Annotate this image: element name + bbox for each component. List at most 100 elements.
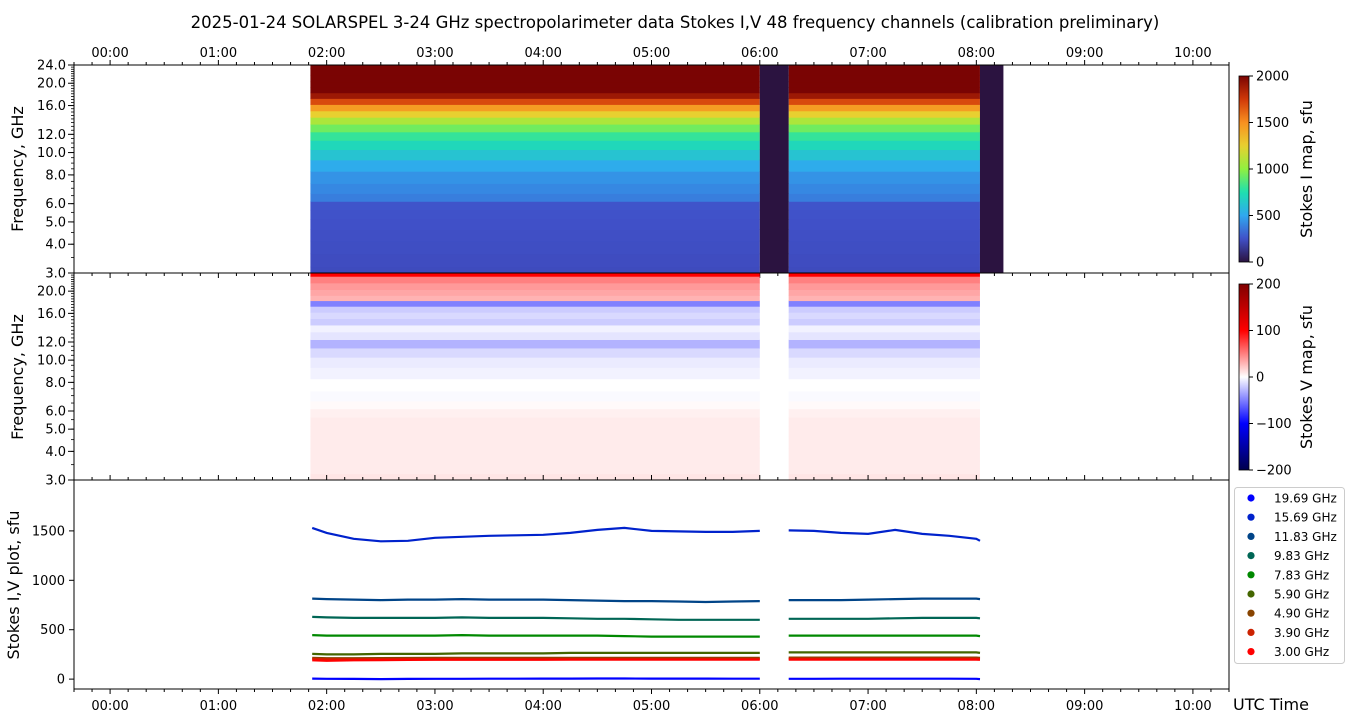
colorbar-tick-label: −200 bbox=[1256, 464, 1292, 479]
stokes-iv-ylabel: Stokes I,V plot, sfu bbox=[4, 511, 23, 660]
legend-marker bbox=[1247, 494, 1255, 502]
colorbar-gradient bbox=[1238, 283, 1250, 471]
heatmap-cell bbox=[310, 68, 760, 76]
x-tick-label: 06:00 bbox=[741, 699, 778, 714]
series-line-11-83-ghz bbox=[312, 597, 981, 604]
heatmap-cell bbox=[310, 98, 760, 105]
heatmap-cell bbox=[310, 417, 760, 427]
heatmap-cell bbox=[788, 104, 980, 112]
colorbar-tick-label: −100 bbox=[1256, 417, 1292, 432]
colorbar-tick-label: 2000 bbox=[1256, 70, 1289, 85]
series-line-15-69-ghz bbox=[311, 526, 981, 543]
stokes-iv-plot-panel: 00:00 01:00 02:00 03:00 04:00 05:00 06:00 07:00… bbox=[4, 475, 1309, 714]
stokes-iv-axes: 00:00 01:00 02:00 03:00 04:00 05:00 06:00 07:00… bbox=[32, 475, 1230, 714]
x-tick-label: 03:00 bbox=[416, 46, 453, 61]
y-tick-label: 20.0 bbox=[37, 77, 66, 92]
x-tick-label: 09:00 bbox=[1066, 46, 1103, 61]
heatmap-cell bbox=[788, 65, 980, 69]
heatmap-cell bbox=[310, 460, 760, 475]
heatmap-cell bbox=[788, 300, 980, 307]
y-tick-label: 16.0 bbox=[37, 307, 66, 322]
heatmap-cell bbox=[310, 74, 760, 83]
stokes-i-heatmap bbox=[310, 65, 1004, 274]
heatmap-cell bbox=[788, 124, 980, 133]
legend-entry: 9.83 GHz bbox=[1274, 549, 1329, 563]
heatmap-cell bbox=[310, 92, 760, 99]
heatmap-cell bbox=[310, 426, 760, 438]
legend-marker bbox=[1247, 532, 1255, 541]
heatmap-cell bbox=[788, 347, 980, 358]
heatmap-cell bbox=[310, 400, 760, 410]
stokes-i-ylabel: Frequency, GHz bbox=[8, 106, 27, 232]
heatmap-cell bbox=[310, 436, 760, 449]
heatmap-cell bbox=[788, 447, 980, 462]
legend-marker bbox=[1247, 628, 1255, 637]
x-tick-label: 07:00 bbox=[849, 46, 886, 61]
heatmap-cell bbox=[788, 219, 980, 230]
stokes-v-colorbar-label: Stokes V map, sfu bbox=[1297, 305, 1316, 449]
x-axis-label: UTC Time bbox=[1233, 695, 1309, 714]
heatmap-cell bbox=[788, 140, 980, 151]
heatmap-cell bbox=[310, 300, 760, 307]
series-line-19-69-ghz bbox=[312, 677, 981, 681]
series-line-3-00-ghz bbox=[312, 658, 981, 662]
legend-box bbox=[1234, 487, 1345, 664]
heatmap-cell bbox=[788, 378, 980, 392]
y-tick-label: 12.0 bbox=[37, 336, 66, 351]
heatmap-cell bbox=[310, 331, 760, 340]
x-tick-label: 00:00 bbox=[91, 46, 128, 61]
heatmap-cell bbox=[788, 276, 980, 284]
stokes-v-heatmap bbox=[310, 273, 980, 481]
heatmap-cell bbox=[788, 110, 980, 118]
x-tick-label: 09:00 bbox=[1066, 699, 1103, 714]
heatmap-cell bbox=[788, 240, 980, 255]
legend-marker bbox=[1247, 609, 1255, 617]
heatmap-cell bbox=[788, 436, 980, 449]
heatmap-cell bbox=[788, 306, 980, 313]
heatmap-cell bbox=[310, 318, 760, 326]
legend-marker bbox=[1247, 552, 1255, 560]
heatmap-cell bbox=[788, 408, 980, 418]
x-tick-label: 05:00 bbox=[633, 46, 670, 61]
heatmap-cell bbox=[310, 171, 760, 184]
heatmap-cell bbox=[310, 276, 760, 284]
legend-entry: 11.83 GHz bbox=[1274, 530, 1337, 544]
heatmap-cell bbox=[788, 159, 980, 172]
heatmap-cell bbox=[310, 201, 760, 211]
x-tick-label: 02:00 bbox=[308, 699, 345, 714]
colorbar-gradient bbox=[1238, 75, 1250, 263]
stokes-i-axes: 00:00 01:00 02:00 03:00 04:00 05:00 06:00 07:00… bbox=[37, 46, 1230, 282]
heatmap-cell bbox=[310, 124, 760, 133]
heatmap-cell bbox=[310, 266, 760, 274]
heatmap-cell bbox=[310, 390, 760, 402]
heatmap-cell bbox=[310, 306, 760, 313]
y-tick-label: 5.0 bbox=[45, 215, 66, 230]
y-tick-label: 0 bbox=[57, 673, 65, 688]
heatmap-cell bbox=[788, 460, 980, 475]
heatmap-cell bbox=[310, 312, 760, 320]
heatmap-gap-cell bbox=[759, 65, 789, 273]
y-tick-label: 8.0 bbox=[45, 168, 66, 183]
colorbar-tick-label: 1500 bbox=[1256, 116, 1289, 131]
legend-marker bbox=[1247, 648, 1255, 656]
stokes-v-ylabel: Frequency, GHz bbox=[8, 314, 27, 440]
heatmap-cell bbox=[310, 367, 760, 380]
y-tick-label: 3.0 bbox=[45, 474, 66, 489]
x-tick-label: 00:00 bbox=[91, 699, 128, 714]
stokes-v-colorbar: −200 −100 0 100 200 Stokes V map, sfu bbox=[1238, 278, 1316, 479]
heatmap-cell bbox=[788, 318, 980, 326]
heatmap-cell bbox=[310, 149, 760, 161]
heatmap-cell bbox=[788, 367, 980, 380]
x-tick-label: 06:00 bbox=[741, 46, 778, 61]
heatmap-cell bbox=[788, 171, 980, 184]
heatmap-cell bbox=[788, 229, 980, 242]
heatmap-cell bbox=[310, 117, 760, 125]
x-tick-label: 02:00 bbox=[308, 46, 345, 61]
heatmap-cell bbox=[788, 209, 980, 220]
heatmap-cell bbox=[788, 295, 980, 302]
heatmap-cell bbox=[788, 273, 980, 277]
heatmap-cell bbox=[310, 408, 760, 418]
heatmap-cell bbox=[310, 447, 760, 462]
legend-entry: 15.69 GHz bbox=[1274, 511, 1337, 525]
heatmap-cell bbox=[310, 282, 760, 290]
